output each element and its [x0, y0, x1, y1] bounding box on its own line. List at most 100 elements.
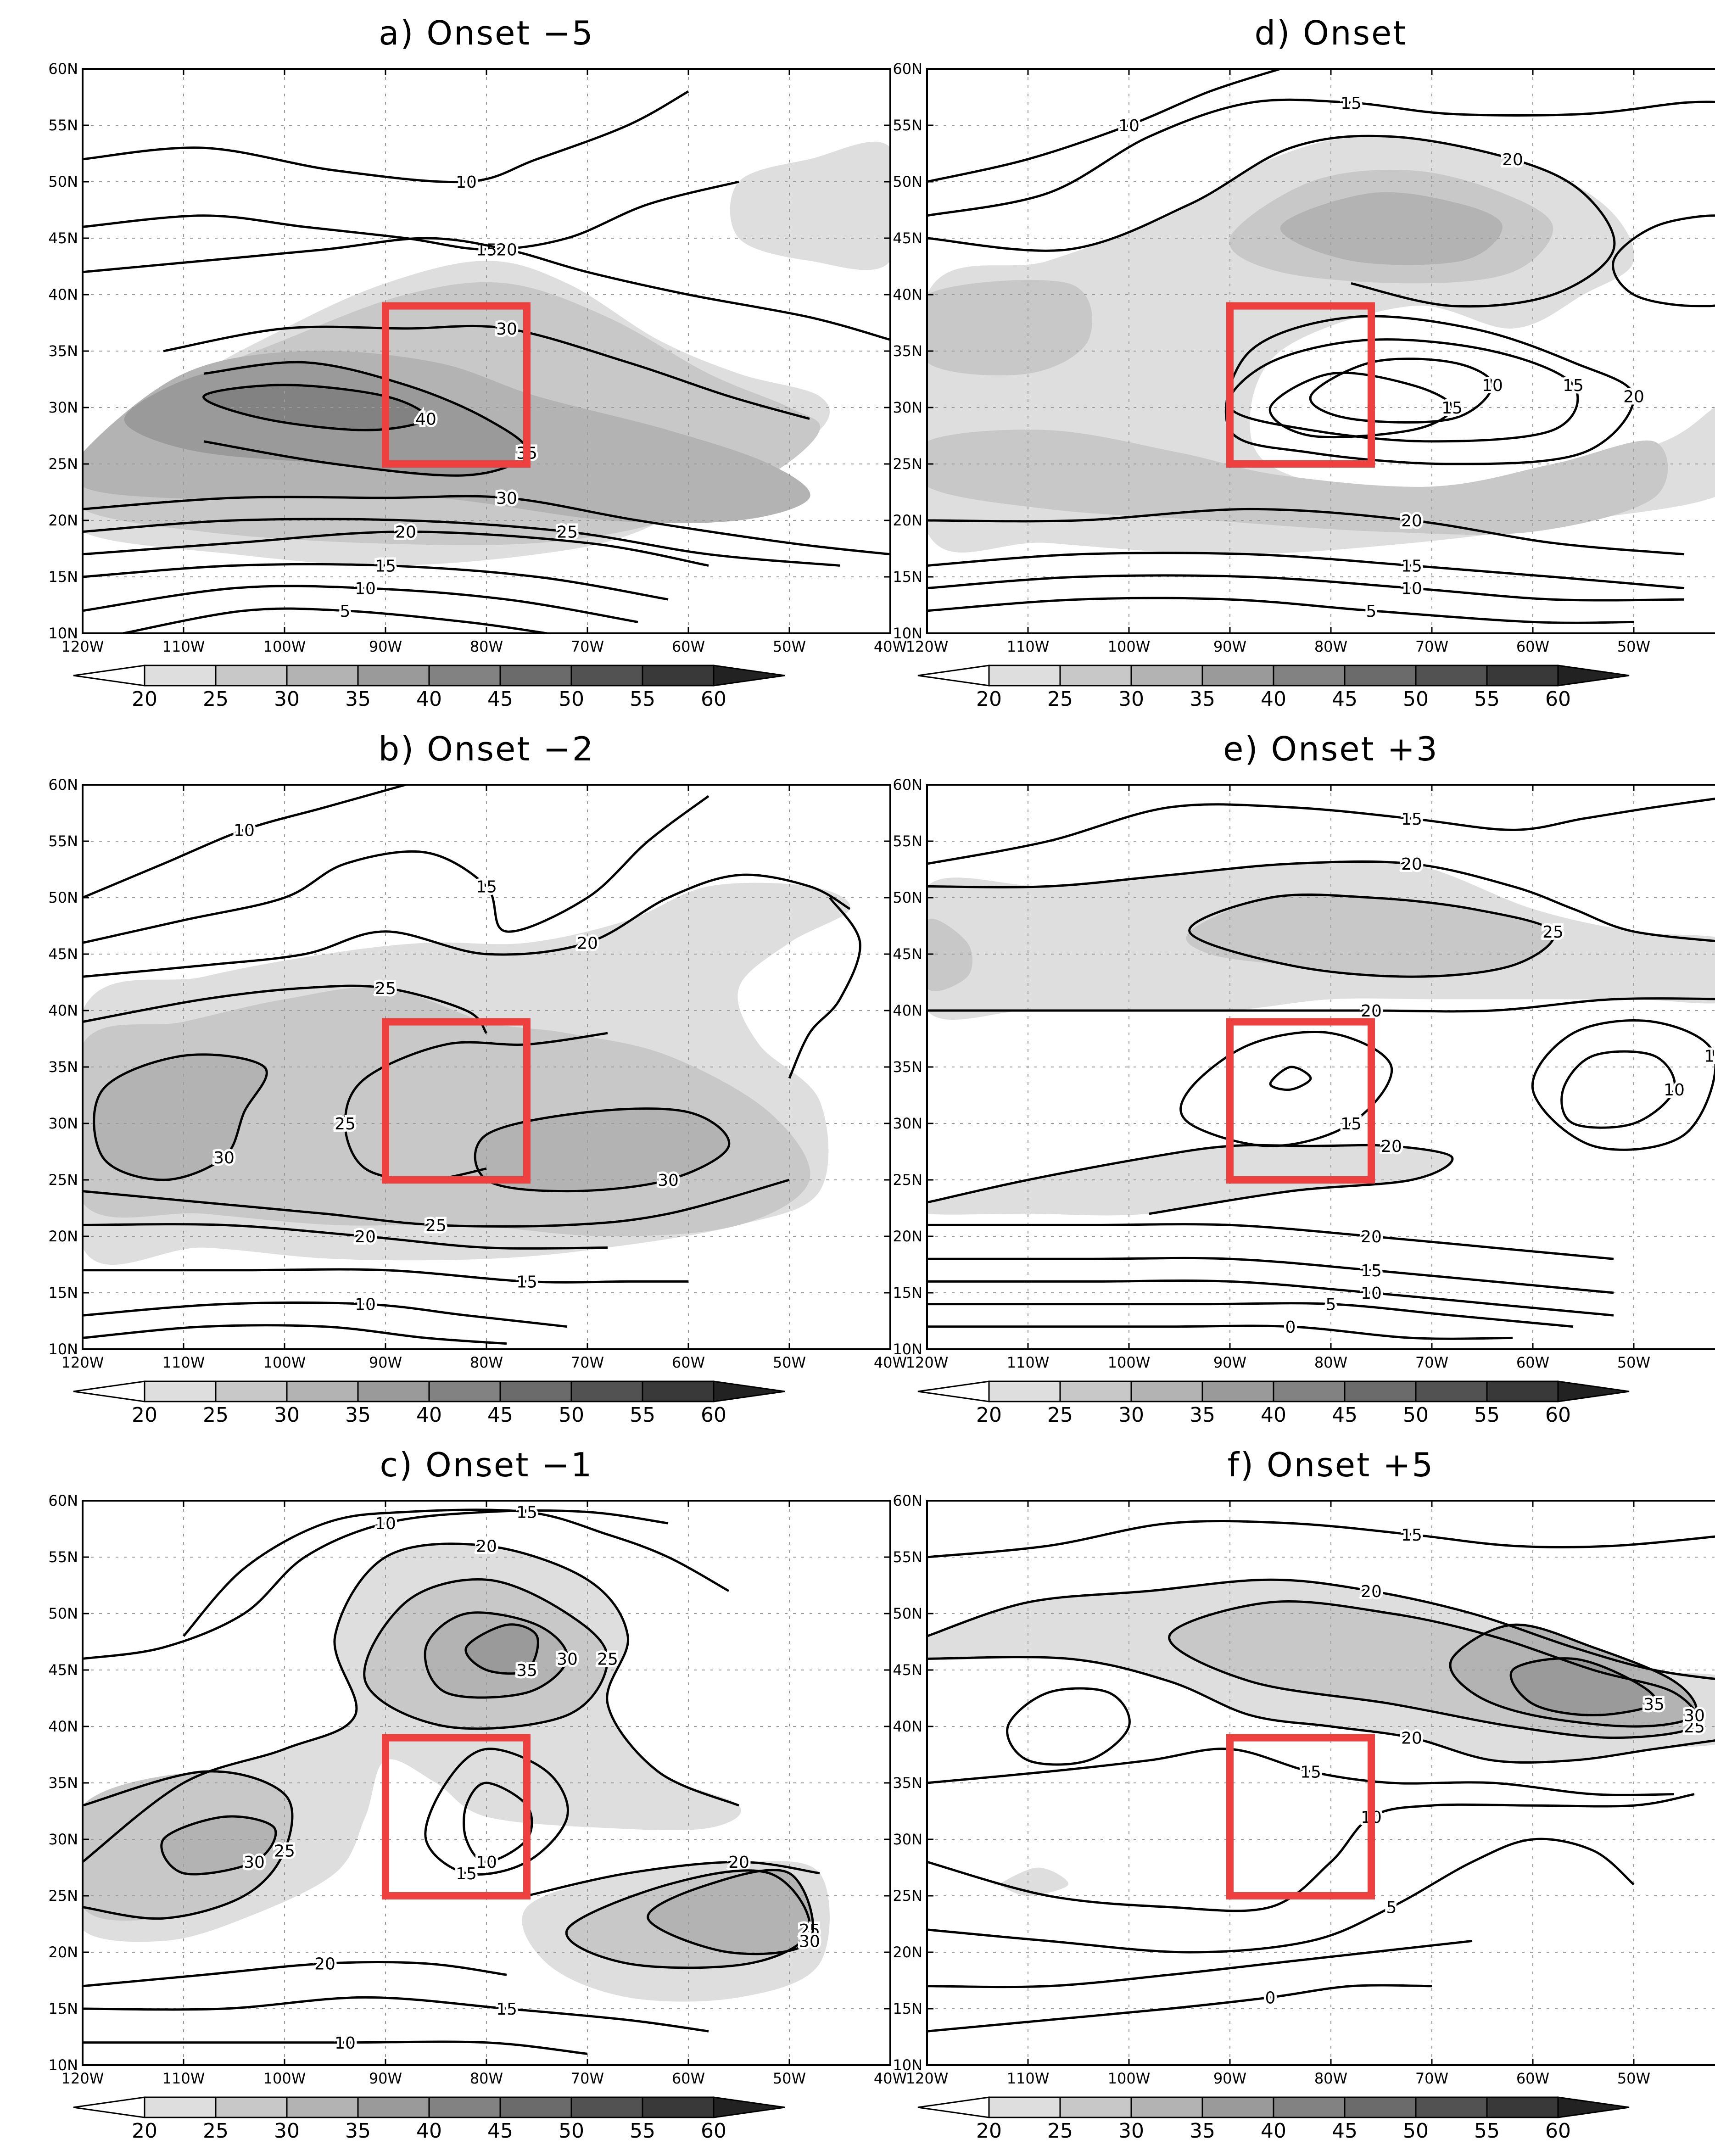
contour-line [160, 1815, 277, 1876]
lon-label: 110W [1007, 1354, 1050, 1371]
lat-label: 50N [893, 1605, 922, 1622]
contour-label: 10 [335, 2034, 356, 2053]
colorbar-bin [215, 2096, 288, 2118]
contour-label: 0 [1265, 1988, 1276, 2007]
lon-label: 80W [470, 2070, 503, 2087]
colorbar-bin [1344, 2096, 1417, 2118]
contour-line [83, 563, 669, 601]
shaded-region-30 [648, 1870, 813, 1954]
contour-label: 20 [496, 241, 517, 260]
contour-label: 25 [799, 1921, 820, 1940]
lat-label: 20N [893, 1228, 922, 1245]
colorbar-label: 35 [1190, 1403, 1215, 1427]
lat-label: 25N [48, 1171, 78, 1189]
contour-line [83, 785, 406, 899]
contour-label: 15 [1401, 557, 1422, 575]
contour-label: 15 [1361, 1262, 1382, 1280]
lon-label: 100W [263, 1354, 306, 1371]
colorbar: 20 25 30 35 40 45 50 55 60 [917, 665, 1630, 711]
lon-label: 120W [61, 2070, 104, 2087]
contour-label: 5 [1366, 602, 1377, 621]
contour-label: 20 [1401, 1729, 1422, 1748]
colorbar-label: 20 [132, 2119, 157, 2143]
lat-label: 35N [893, 1774, 922, 1792]
map-svg: 15202520152010152015105060N55N50N45N40N3… [893, 776, 1715, 1427]
shaded-region-25 [927, 430, 1668, 535]
contour-line [927, 1324, 1513, 1340]
contour-line [927, 552, 1685, 590]
contour-line [1179, 1031, 1393, 1147]
map-panel-f: f) Onset +5 15 20 25 30 35 20 15 10 5 0 60N 55N 50N 45… [854, 1436, 1715, 2143]
colorbar-bin [1130, 665, 1203, 687]
panel-title: e) Onset +3 [1223, 730, 1439, 768]
lat-label: 25N [48, 1887, 78, 1905]
lat-label: 25N [893, 1171, 922, 1189]
colorbar-label: 30 [1118, 687, 1144, 711]
colorbar-bin [1486, 1380, 1559, 1402]
lon-label: 120W [906, 1354, 949, 1371]
lat-label: 30N [893, 1115, 922, 1132]
colorbar-bin [73, 1380, 145, 1402]
contour-label: 15 [516, 1503, 537, 1522]
lat-label: 35N [48, 1774, 78, 1792]
lon-label: 90W [369, 638, 402, 655]
lat-label: 30N [893, 399, 922, 416]
contour-line [202, 384, 428, 431]
colorbar-bin [73, 2096, 145, 2118]
lon-label: 100W [263, 2070, 306, 2087]
colorbar-label: 35 [1190, 2119, 1215, 2143]
colorbar-label: 55 [630, 2119, 655, 2143]
lat-label: 45N [48, 229, 78, 247]
contour-line [927, 574, 1685, 602]
lat-label: 30N [48, 1831, 78, 1848]
shaded-region-25 [927, 918, 973, 991]
colorbar-bin [1130, 1380, 1203, 1402]
colorbar: 20 25 30 35 40 45 50 55 60 [917, 2096, 1630, 2143]
lat-label: 40N [48, 1718, 78, 1735]
contour-line [83, 585, 638, 623]
lat-label: 50N [893, 173, 922, 190]
contour-label: 10 [456, 173, 477, 192]
colorbar-bin [215, 665, 288, 687]
contour-label: 15 [496, 2000, 517, 2019]
contour-line [927, 508, 1685, 556]
map-svg: 10 15 20 25 25 30 30 25 20 15 10 60N 55N 50N 45N 40N 35N… [48, 776, 907, 1427]
lat-label: 25N [893, 1887, 922, 1905]
contour-line [464, 1623, 539, 1675]
contour-line [83, 984, 488, 1034]
contour-label: 15 [1563, 376, 1584, 395]
colorbar-label: 30 [274, 687, 300, 711]
colorbar-label: 40 [1261, 1403, 1286, 1427]
contour-line [83, 1770, 294, 1920]
lon-label: 80W [470, 638, 503, 655]
contour-line [788, 897, 861, 1079]
colorbar-label: 60 [701, 1403, 726, 1427]
lat-label: 25N [893, 455, 922, 473]
colorbar-bin [428, 2096, 501, 2118]
colorbar-label: 45 [487, 2119, 513, 2143]
colorbar-label: 40 [416, 2119, 442, 2143]
lon-label: 110W [1007, 638, 1050, 655]
colorbar-label: 55 [1474, 687, 1500, 711]
shaded-region-20 [993, 1867, 1069, 1896]
contour-line [565, 1869, 811, 1969]
colorbar-bin [286, 2096, 359, 2118]
contour-line [927, 1223, 1614, 1260]
colorbar-label: 60 [701, 2119, 726, 2143]
lon-label: 70W [1415, 2070, 1448, 2087]
contour-label: 15 [1441, 399, 1463, 418]
colorbar-bin [357, 665, 430, 687]
colorbar-label: 45 [487, 687, 513, 711]
lat-label: 30N [48, 1115, 78, 1132]
contour-label: 25 [425, 1216, 447, 1235]
contour-label: 10 [1401, 580, 1422, 598]
colorbar-label: 50 [1403, 2119, 1429, 2143]
lon-label: 50W [773, 638, 806, 655]
contour-label: 40 [415, 410, 436, 429]
shaded-region-35 [465, 1624, 538, 1674]
contour-line [927, 1279, 1614, 1317]
colorbar-bin [1557, 2096, 1630, 2118]
contour-line [927, 860, 1715, 942]
colorbar-bin [428, 665, 501, 687]
colorbar-bin [499, 2096, 572, 2118]
